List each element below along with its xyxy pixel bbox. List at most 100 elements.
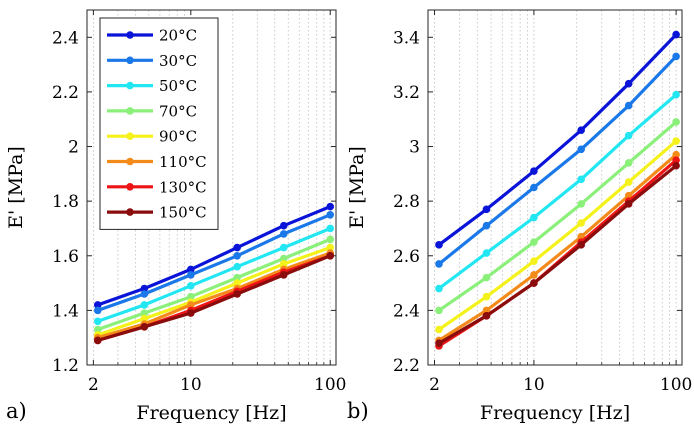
y-tick-label: 2.2 [393, 356, 420, 376]
legend-swatch-marker [126, 56, 134, 65]
data-point [672, 156, 680, 164]
legend-entry: 70°C [159, 102, 197, 120]
data-point [482, 249, 491, 257]
data-point [530, 183, 538, 192]
data-point [482, 292, 491, 301]
data-point [530, 213, 538, 222]
data-point [279, 260, 288, 268]
data-point [435, 284, 443, 293]
series-line [437, 93, 678, 291]
data-point [187, 292, 195, 301]
data-point [624, 131, 633, 140]
data-point [482, 306, 491, 315]
chart-panel-1: 2 10 100 1.2 1.4 1.6 1.8 2 2.2 2.4 Frequency [Hz] E… [5, 9, 346, 424]
data-point [482, 221, 491, 230]
data-point [279, 243, 288, 252]
series-line [437, 153, 678, 342]
data-point [93, 301, 102, 309]
data-point [435, 339, 443, 347]
legend-entry: 150°C [159, 204, 207, 222]
data-point [530, 279, 538, 287]
data-point [326, 224, 335, 233]
legend-entry: 90°C [159, 128, 197, 146]
series-line [437, 120, 678, 312]
data-point [435, 260, 443, 268]
data-point [233, 262, 241, 271]
series-line [437, 54, 678, 266]
y-tick-label: 1.8 [52, 192, 79, 212]
data-point [482, 312, 491, 320]
data-point [577, 241, 585, 249]
legend-box [99, 17, 219, 230]
data-point [577, 200, 585, 208]
data-point [93, 306, 102, 315]
data-point [279, 271, 288, 279]
data-point [279, 230, 288, 238]
data-point [233, 251, 241, 260]
legend-swatch-marker [126, 81, 134, 90]
y-tick-label: 2.4 [393, 301, 420, 321]
data-point [187, 271, 195, 279]
data-point [672, 137, 680, 145]
data-point [672, 118, 680, 126]
y-tick-label: 2 [68, 138, 79, 158]
x-tick-label: 100 [660, 375, 692, 395]
data-point [672, 30, 680, 39]
data-point [93, 336, 102, 345]
legend-entry: 110°C [159, 153, 207, 171]
chart-panel-2: 2 10 100 2.2 2.4 2.6 2.8 3 3.2 3.4 Frequency [Hz] E… [346, 9, 692, 424]
data-point [233, 290, 241, 298]
data-point [140, 314, 149, 323]
y-tick-label: 2.6 [393, 247, 420, 267]
series-line [96, 246, 332, 337]
data-point [140, 284, 149, 293]
data-point [530, 238, 538, 246]
legend-entry: 50°C [159, 77, 197, 95]
data-point [435, 325, 443, 334]
legend-entry: 130°C [159, 178, 207, 196]
data-point [672, 150, 680, 159]
data-point [482, 205, 491, 214]
data-point [577, 219, 585, 227]
x-tick-label: 100 [314, 375, 346, 395]
data-point [326, 243, 335, 252]
series-line [96, 226, 332, 323]
data-point [93, 317, 102, 326]
data-point [187, 309, 195, 317]
y-tick-label: 3.2 [393, 83, 420, 103]
data-point [435, 241, 443, 249]
data-point [233, 243, 241, 252]
y-tick-label: 2.2 [52, 83, 79, 103]
series-line [437, 32, 678, 247]
axes-box [427, 9, 683, 366]
x-tick-label: 2 [429, 375, 440, 395]
data-point [435, 306, 443, 315]
panel-label: a) [6, 399, 27, 423]
data-point [140, 309, 149, 317]
data-point [279, 254, 288, 263]
data-point [577, 145, 585, 154]
data-point [530, 257, 538, 266]
data-point [326, 211, 335, 219]
y-tick-label: 3 [409, 138, 420, 158]
data-point [577, 126, 585, 134]
data-point [326, 251, 335, 260]
series-line [96, 237, 332, 332]
series-line [96, 205, 332, 307]
series-line [437, 139, 678, 332]
legend-swatch-marker [126, 107, 134, 115]
data-point [530, 271, 538, 279]
axes-box [86, 9, 337, 366]
data-point [140, 322, 149, 331]
x-tick-label: 2 [88, 375, 99, 395]
y-axis-label: E' [MPa] [5, 146, 27, 229]
legend-swatch-marker [126, 132, 134, 140]
y-tick-label: 1.6 [52, 247, 79, 267]
legend-swatch-marker [126, 157, 134, 166]
data-point [624, 178, 633, 186]
data-point [672, 52, 680, 61]
legend-swatch-marker [126, 208, 134, 216]
legend: 20°C 30°C 50°C 70°C 90°C 110°C 130°C 150°C [99, 17, 219, 230]
data-point [140, 290, 149, 298]
